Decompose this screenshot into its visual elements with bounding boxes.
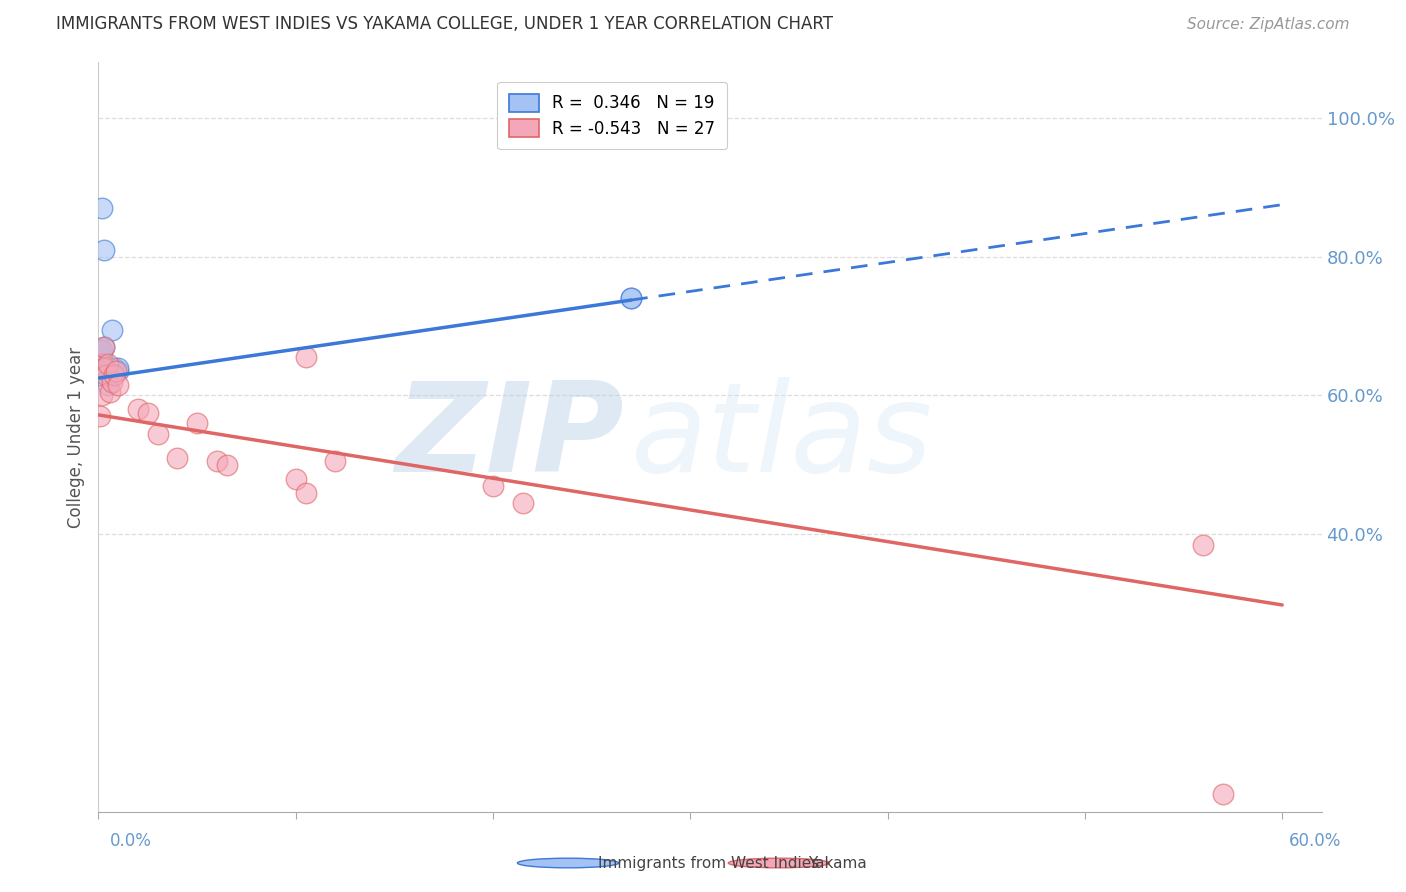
Text: 60.0%: 60.0% (1288, 831, 1341, 849)
Point (96, 360, 118, 375)
Point (127, 402, 149, 417)
Point (96, 360, 118, 375)
Point (105, 364, 128, 378)
Point (101, 375, 124, 389)
Text: IMMIGRANTS FROM WEST INDIES VS YAKAMA COLLEGE, UNDER 1 YEAR CORRELATION CHART: IMMIGRANTS FROM WEST INDIES VS YAKAMA CO… (56, 14, 834, 32)
Point (620, 291, 643, 305)
Point (93, 360, 115, 375)
Point (97, 357, 120, 371)
Text: Immigrants from West Indies: Immigrants from West Indies (598, 855, 818, 871)
Point (186, 416, 208, 430)
Point (91, 388, 114, 402)
Circle shape (728, 858, 830, 868)
Point (512, 496, 534, 510)
Point (89, 347, 111, 361)
Text: Source: ZipAtlas.com: Source: ZipAtlas.com (1187, 17, 1350, 31)
Circle shape (517, 858, 619, 868)
Point (323, 454, 346, 468)
Point (91, 343, 114, 358)
Point (294, 485, 316, 500)
Point (98, 384, 121, 399)
Point (482, 478, 505, 492)
Point (1192, 538, 1215, 552)
Point (98, 368, 121, 382)
Point (103, 360, 125, 375)
Point (215, 458, 238, 472)
Point (98, 360, 121, 375)
Point (107, 378, 129, 392)
Point (96, 368, 118, 382)
Point (294, 351, 316, 365)
Point (166, 450, 188, 465)
Text: 0.0%: 0.0% (110, 831, 152, 849)
Point (101, 322, 124, 336)
Point (91, 201, 114, 215)
Point (93, 340, 115, 354)
Point (146, 426, 169, 441)
Point (107, 364, 129, 378)
Point (97, 364, 120, 378)
Point (136, 406, 159, 420)
Point (89, 409, 111, 424)
Point (93, 360, 115, 375)
Y-axis label: College, Under 1 year: College, Under 1 year (66, 346, 84, 528)
Text: Yakama: Yakama (808, 855, 868, 871)
Text: ZIP: ZIP (395, 376, 624, 498)
Text: atlas: atlas (630, 376, 932, 498)
Point (89, 343, 111, 358)
Point (97, 378, 120, 392)
Legend: R =  0.346   N = 19, R = -0.543   N = 27: R = 0.346 N = 19, R = -0.543 N = 27 (498, 82, 727, 149)
Point (91, 357, 114, 371)
Point (620, 291, 643, 305)
Point (284, 472, 307, 486)
Point (91, 351, 114, 365)
Point (1212, 788, 1234, 802)
Point (93, 243, 115, 257)
Point (205, 454, 228, 468)
Point (107, 360, 129, 375)
Point (93, 340, 115, 354)
Point (103, 368, 125, 382)
